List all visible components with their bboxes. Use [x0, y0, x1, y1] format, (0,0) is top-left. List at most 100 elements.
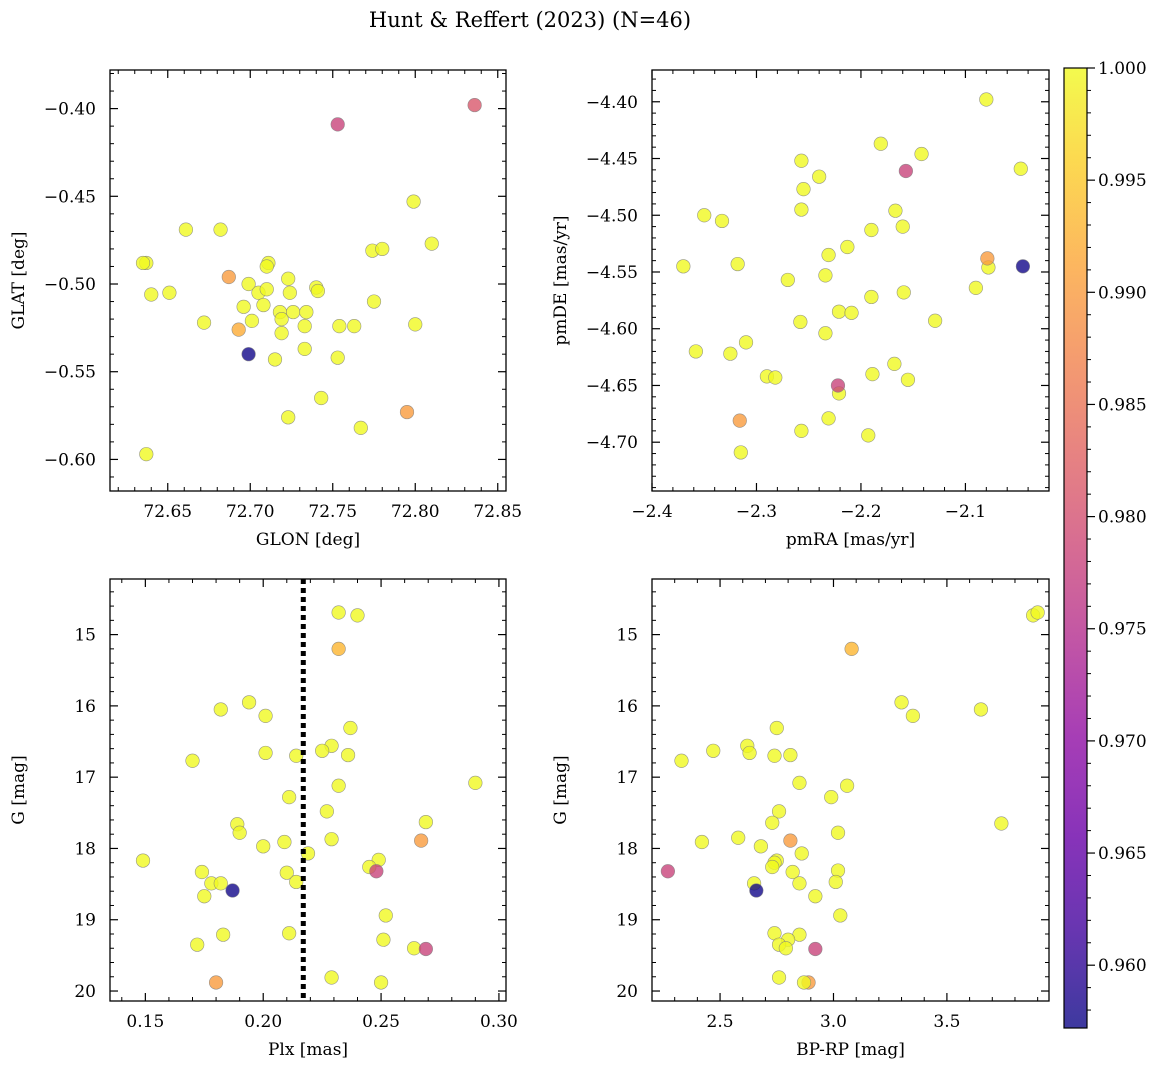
data-point [315, 743, 330, 758]
y-axis-label: GLAT [deg] [9, 231, 29, 329]
axes-frame [651, 578, 1050, 1002]
y-tick-label: 18 [616, 839, 638, 859]
data-point [139, 447, 154, 462]
data-point [1030, 605, 1045, 620]
data-point [468, 775, 483, 790]
data-point [244, 313, 259, 328]
data-point [732, 413, 747, 428]
data-point [794, 423, 809, 438]
data-point [256, 297, 271, 313]
data-point [873, 136, 888, 151]
y-tick-label: 16 [616, 697, 638, 717]
data-point [241, 276, 256, 292]
data-point [213, 876, 228, 891]
y-tick-label: −0.60 [44, 450, 96, 470]
data-point [319, 804, 334, 819]
data-point [840, 239, 855, 255]
colorbar-tick-label: 0.970 [1098, 732, 1147, 752]
data-point [900, 372, 916, 387]
data-point [408, 317, 423, 332]
data-point [844, 305, 859, 320]
data-point [979, 92, 994, 107]
data-point [324, 970, 339, 985]
y-tick-label: −4.65 [586, 376, 638, 396]
data-point [794, 846, 809, 861]
data-point [135, 853, 151, 868]
data-point [414, 833, 429, 848]
data-point [289, 874, 304, 890]
data-point [898, 163, 913, 179]
data-point [310, 283, 326, 299]
data-point [865, 367, 880, 382]
y-tick-label: 15 [74, 626, 96, 646]
data-point [258, 708, 273, 723]
x-tick-label: 72.75 [308, 502, 357, 522]
panels: 72.65 72.70 72.75 72.80 72.85 −0.40 −0.45 −0.50… [9, 69, 1050, 1060]
data-point [733, 445, 748, 460]
data-point [730, 256, 745, 272]
data-point [467, 97, 482, 113]
data-point [274, 311, 289, 327]
data-point [213, 702, 228, 717]
colorbar-tick-label: 0.975 [1098, 620, 1147, 640]
y-tick-label: 17 [74, 768, 96, 788]
data-point [769, 720, 784, 736]
panel-plx-g: 0.15 0.20 0.25 0.30 15 16 17 18 19 20 Plx [mas] G [… [9, 578, 518, 1060]
data-point [808, 941, 823, 957]
panel-glon-glat: 72.65 72.70 72.75 72.80 72.85 −0.40 −0.45 −0.50… [9, 69, 522, 550]
data-point [314, 390, 329, 406]
data-point [232, 825, 247, 840]
x-tick-label: 72.85 [473, 502, 522, 522]
data-point [731, 830, 746, 845]
data-point [928, 313, 943, 328]
data-point [274, 326, 289, 341]
y-tick-label: 19 [74, 911, 96, 931]
x-tick-label: 2.5 [707, 1012, 734, 1032]
data-point [914, 146, 929, 162]
y-tick-label: −4.70 [586, 433, 638, 453]
data-point [330, 117, 345, 132]
data-point [208, 975, 224, 990]
colorbar-tick-label: 0.960 [1098, 956, 1147, 976]
axes-frame [109, 69, 507, 492]
data-point [340, 747, 356, 763]
data-point [194, 864, 210, 880]
axes-frame [651, 69, 1050, 492]
data-point [297, 341, 312, 357]
data-point [231, 322, 246, 337]
x-tick-label: 72.80 [391, 502, 440, 522]
data-point [676, 259, 691, 274]
data-point [258, 745, 273, 761]
data-point [896, 285, 911, 300]
x-tick-label: 0.30 [480, 1012, 518, 1032]
data-point [833, 908, 848, 923]
y-tick-label: 18 [74, 839, 96, 859]
y-tick-label: 20 [616, 982, 638, 1002]
data-point [399, 404, 415, 420]
data-point [369, 864, 384, 879]
x-axis-label: pmRA [mas/yr] [786, 530, 915, 550]
data-point [347, 319, 362, 334]
data-point [289, 748, 304, 763]
data-point [221, 269, 236, 285]
y-axis-label: pmDE [mas/yr] [551, 215, 571, 345]
data-point [331, 605, 346, 620]
y-tick-label: 20 [74, 982, 96, 1002]
data-point [697, 208, 712, 223]
data-point [888, 203, 903, 218]
data-point [267, 352, 283, 367]
data-points [660, 605, 1045, 990]
data-point [299, 304, 314, 320]
data-point [197, 889, 212, 904]
data-point [418, 941, 433, 957]
data-point [793, 314, 808, 330]
data-point [373, 975, 389, 990]
x-tick-label: 0.25 [362, 1012, 400, 1032]
data-point [135, 255, 151, 271]
data-point [771, 970, 787, 985]
panel-pmra-pmde: −2.4 −2.3 −2.2 −2.1 −4.40 −4.45 −4.50 −4.55 −4.6… [551, 69, 1050, 550]
data-point [366, 294, 382, 309]
data-point [424, 236, 439, 251]
colorbar: 0.960 0.965 0.970 0.975 0.980 0.985 0.990 0.995… [1063, 59, 1147, 1029]
